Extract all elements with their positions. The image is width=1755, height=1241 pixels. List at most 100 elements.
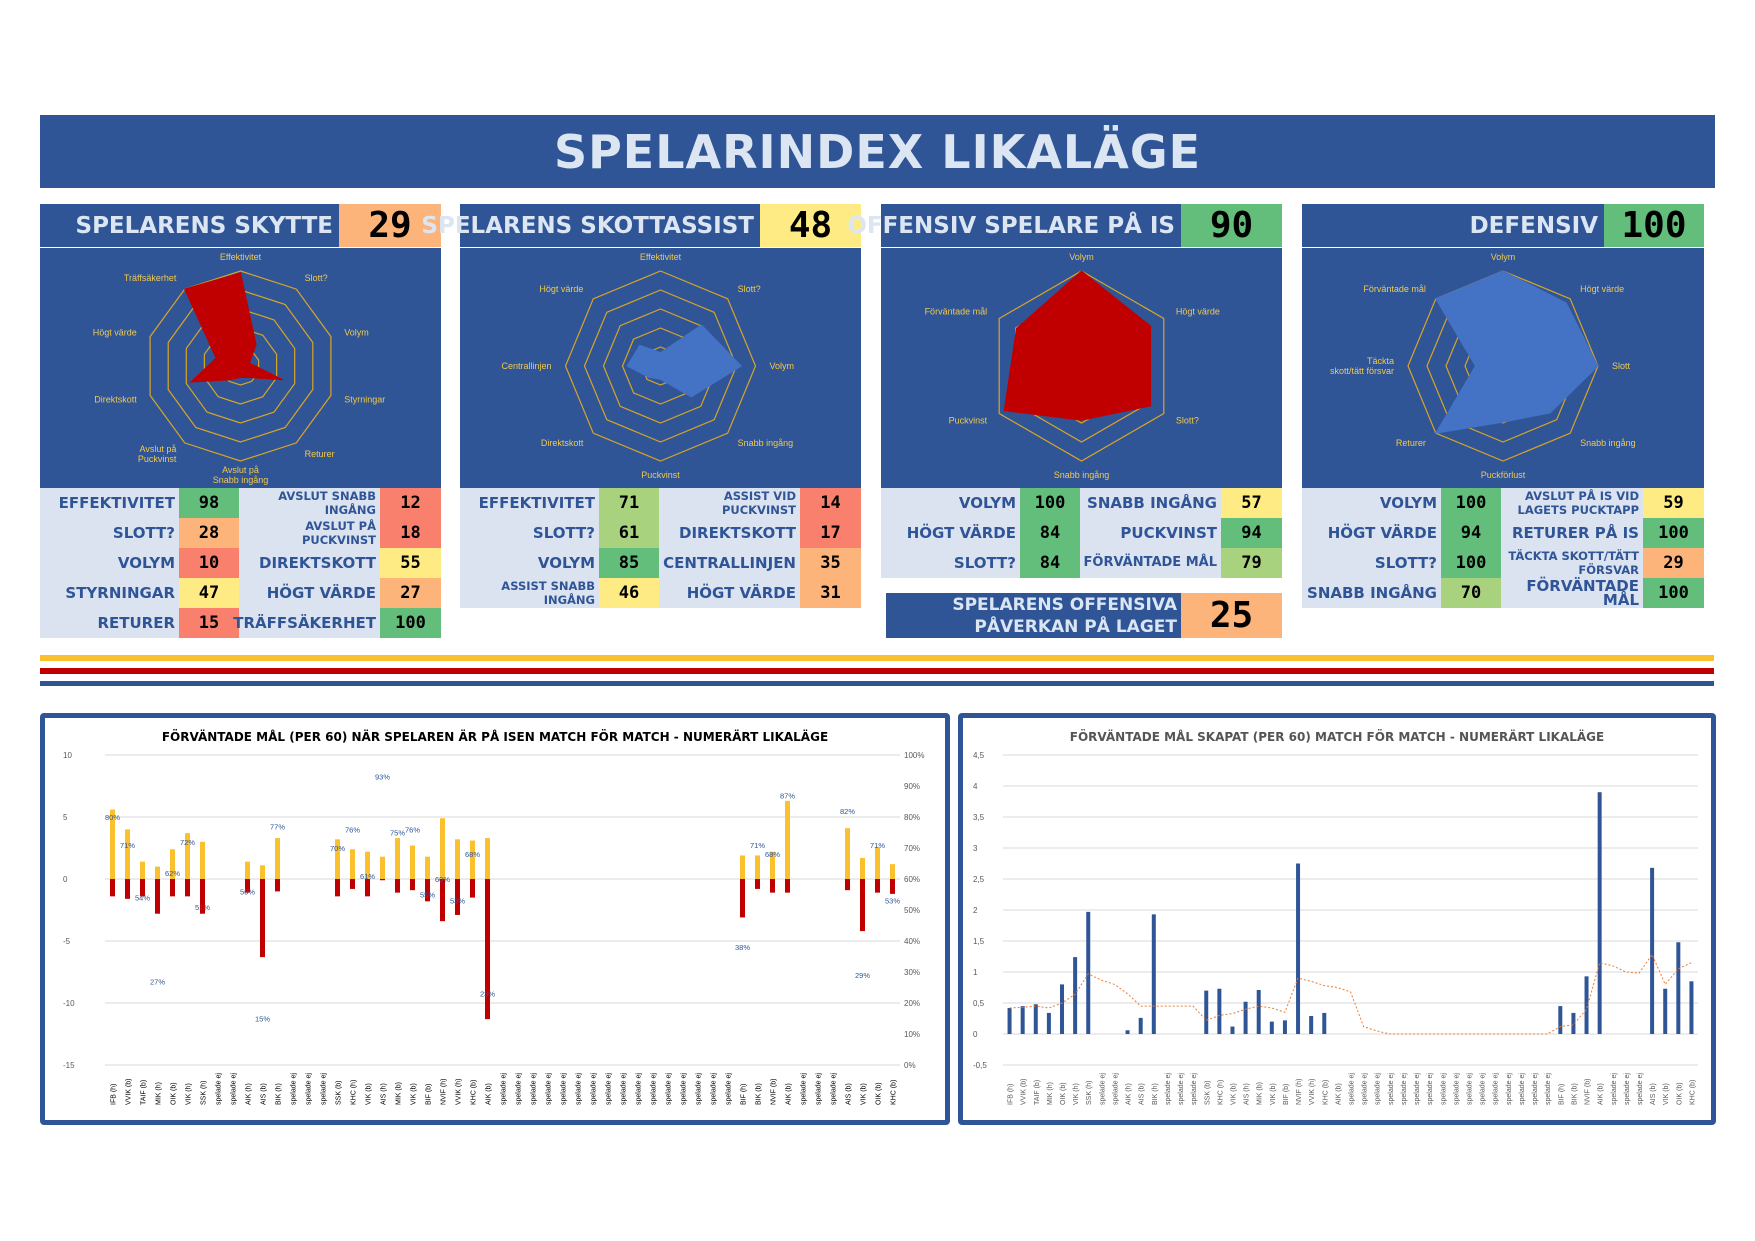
x-tick-label: TAIF (b): [141, 1080, 148, 1105]
bar-xga: [425, 879, 430, 902]
bar-xga: [485, 879, 490, 1020]
x-tick-label: spelade ej: [1099, 1073, 1106, 1105]
data-label: 76%: [405, 825, 420, 834]
x-tick-label: spelade ej: [591, 1073, 598, 1105]
radar-axis-label: Snabb ingång: [1580, 438, 1636, 448]
x-tick-label: KHC (b): [1689, 1080, 1696, 1105]
stat-label: FÖRVÄNTADE MÅL: [1501, 578, 1643, 608]
stat-label: RETURER: [40, 608, 179, 638]
radar-axis-label: Täckta skott/tätt försvar: [1330, 356, 1394, 376]
radar-axis-label: Slott: [1612, 361, 1631, 371]
line-average: [1009, 953, 1692, 1035]
y2-tick-label: 70%: [904, 844, 920, 853]
x-tick-label: AIK (h): [246, 1083, 253, 1105]
radar-grid-ring: [203, 327, 278, 405]
x-tick-label: OIK (b): [1060, 1082, 1067, 1105]
data-label: 23%: [480, 990, 495, 999]
data-label: 56%: [240, 887, 255, 896]
stat-label: SLOTT?: [881, 548, 1020, 578]
stat-value: 15: [179, 608, 239, 638]
bar-xgf: [485, 838, 490, 879]
bar-xga: [785, 879, 790, 893]
x-tick-label: IFB (h): [1008, 1084, 1015, 1105]
y2-tick-label: 40%: [904, 937, 920, 946]
stat-label: VOLYM: [1302, 488, 1441, 518]
bar-xgf: [200, 841, 205, 879]
x-tick-label: spelade ej: [831, 1073, 838, 1105]
bar-xg-created: [1558, 1006, 1563, 1034]
radar-axis-label: Högt värde: [539, 284, 583, 294]
y-tick-label: 1,5: [973, 937, 985, 946]
bar-xga: [890, 879, 895, 894]
x-tick-label: AIK (b): [1598, 1083, 1605, 1105]
data-label: 53%: [450, 897, 465, 906]
radar-axis-label: Volym: [344, 327, 369, 337]
bar-xgf: [440, 818, 445, 879]
bar-xg-created: [1060, 984, 1065, 1034]
section-title: SPELARENS SKOTTASSIST: [421, 204, 760, 247]
section-title: DEFENSIV: [1302, 204, 1604, 247]
x-tick-label: spelade ej: [1165, 1073, 1172, 1105]
radar-chart-offensive: Volym Högt värde Slott? Snabb ingång Puckvin…: [881, 248, 1282, 488]
bar-xg-created: [1689, 981, 1694, 1034]
radar-axis-label: Effektivitet: [220, 252, 262, 262]
stat-label: SLOTT?: [1302, 548, 1441, 578]
stat-label: SLOTT?: [40, 518, 179, 548]
bar-xg-created: [1243, 1001, 1248, 1034]
bar-xga: [845, 879, 850, 891]
x-tick-label: VIK (b): [1230, 1083, 1237, 1105]
radar-axis-label: Träffsäkerhet: [124, 273, 177, 283]
bar-xgf: [860, 857, 865, 879]
bar-xg-created: [1138, 1017, 1143, 1034]
radar-axis-label: Högt värde: [1176, 307, 1220, 317]
radar-axis-label: Puckvinst: [949, 416, 988, 426]
stat-label: DIREKTSKOTT: [659, 518, 800, 548]
x-tick-label: SSK (h): [1086, 1080, 1093, 1105]
x-tick-label: AIS (b): [1139, 1083, 1146, 1105]
bar-xga: [200, 879, 205, 914]
x-tick-label: VVIK (h): [456, 1079, 463, 1105]
x-tick-label: spelade ej: [1427, 1073, 1434, 1105]
stat-value: 100: [1441, 488, 1501, 518]
data-label: 76%: [345, 825, 360, 834]
bar-xgf: [380, 856, 385, 879]
x-tick-label: spelade ej: [306, 1073, 313, 1105]
bar-xgf: [350, 849, 355, 879]
y2-tick-label: 50%: [904, 906, 920, 915]
x-tick-label: MIK (b): [1257, 1082, 1264, 1105]
stat-value: 79: [1221, 548, 1282, 578]
x-tick-label: AIS (b): [261, 1083, 268, 1105]
bar-xg-created: [1322, 1012, 1327, 1034]
radar-axis-label: Förväntade mål: [925, 307, 988, 317]
x-tick-label: AIS (h): [1244, 1083, 1251, 1105]
stat-label: ASSIST VID PUCKVINST: [659, 488, 800, 518]
x-tick-label: spelade ej: [1624, 1073, 1631, 1105]
stat-label: HÖGT VÄRDE: [659, 578, 800, 608]
data-label: 75%: [390, 829, 405, 838]
x-tick-label: spelade ej: [1506, 1073, 1513, 1105]
y-tick-label: 2,5: [973, 875, 985, 884]
x-tick-label: NVIF (b): [771, 1079, 778, 1105]
radar-data-area: [626, 324, 743, 398]
x-tick-label: VIK (b): [1270, 1083, 1277, 1105]
y-tick-label: -5: [63, 937, 71, 946]
radar-grid-ring: [998, 270, 1165, 462]
stat-label: HÖGT VÄRDE: [239, 578, 380, 608]
data-label: 72%: [180, 838, 195, 847]
x-tick-label: AIK (b): [486, 1083, 493, 1105]
bar-xga: [455, 879, 460, 915]
bar-xgf: [890, 864, 895, 879]
stats-table-shooting: EFFEKTIVITET 98 AVSLUT SNABB INGÅNG 12 S…: [40, 488, 441, 638]
bar-xga: [245, 879, 250, 893]
bar-xga: [275, 879, 280, 892]
chart-expected-goals-on-ice: FÖRVÄNTADE MÅL (PER 60) NÄR SPELAREN ÄR …: [40, 713, 950, 1125]
x-tick-label: spelade ej: [1532, 1073, 1539, 1105]
y-tick-label: 0,5: [973, 999, 985, 1008]
stat-value: 29: [1643, 548, 1704, 578]
x-tick-label: spelade ej: [1191, 1073, 1198, 1105]
bar-xgf: [125, 829, 130, 879]
x-tick-label: spelade ej: [651, 1073, 658, 1105]
stat-value: 94: [1221, 518, 1282, 548]
bar-xg-created: [1256, 989, 1261, 1034]
y-tick-label: 4,5: [973, 751, 985, 760]
